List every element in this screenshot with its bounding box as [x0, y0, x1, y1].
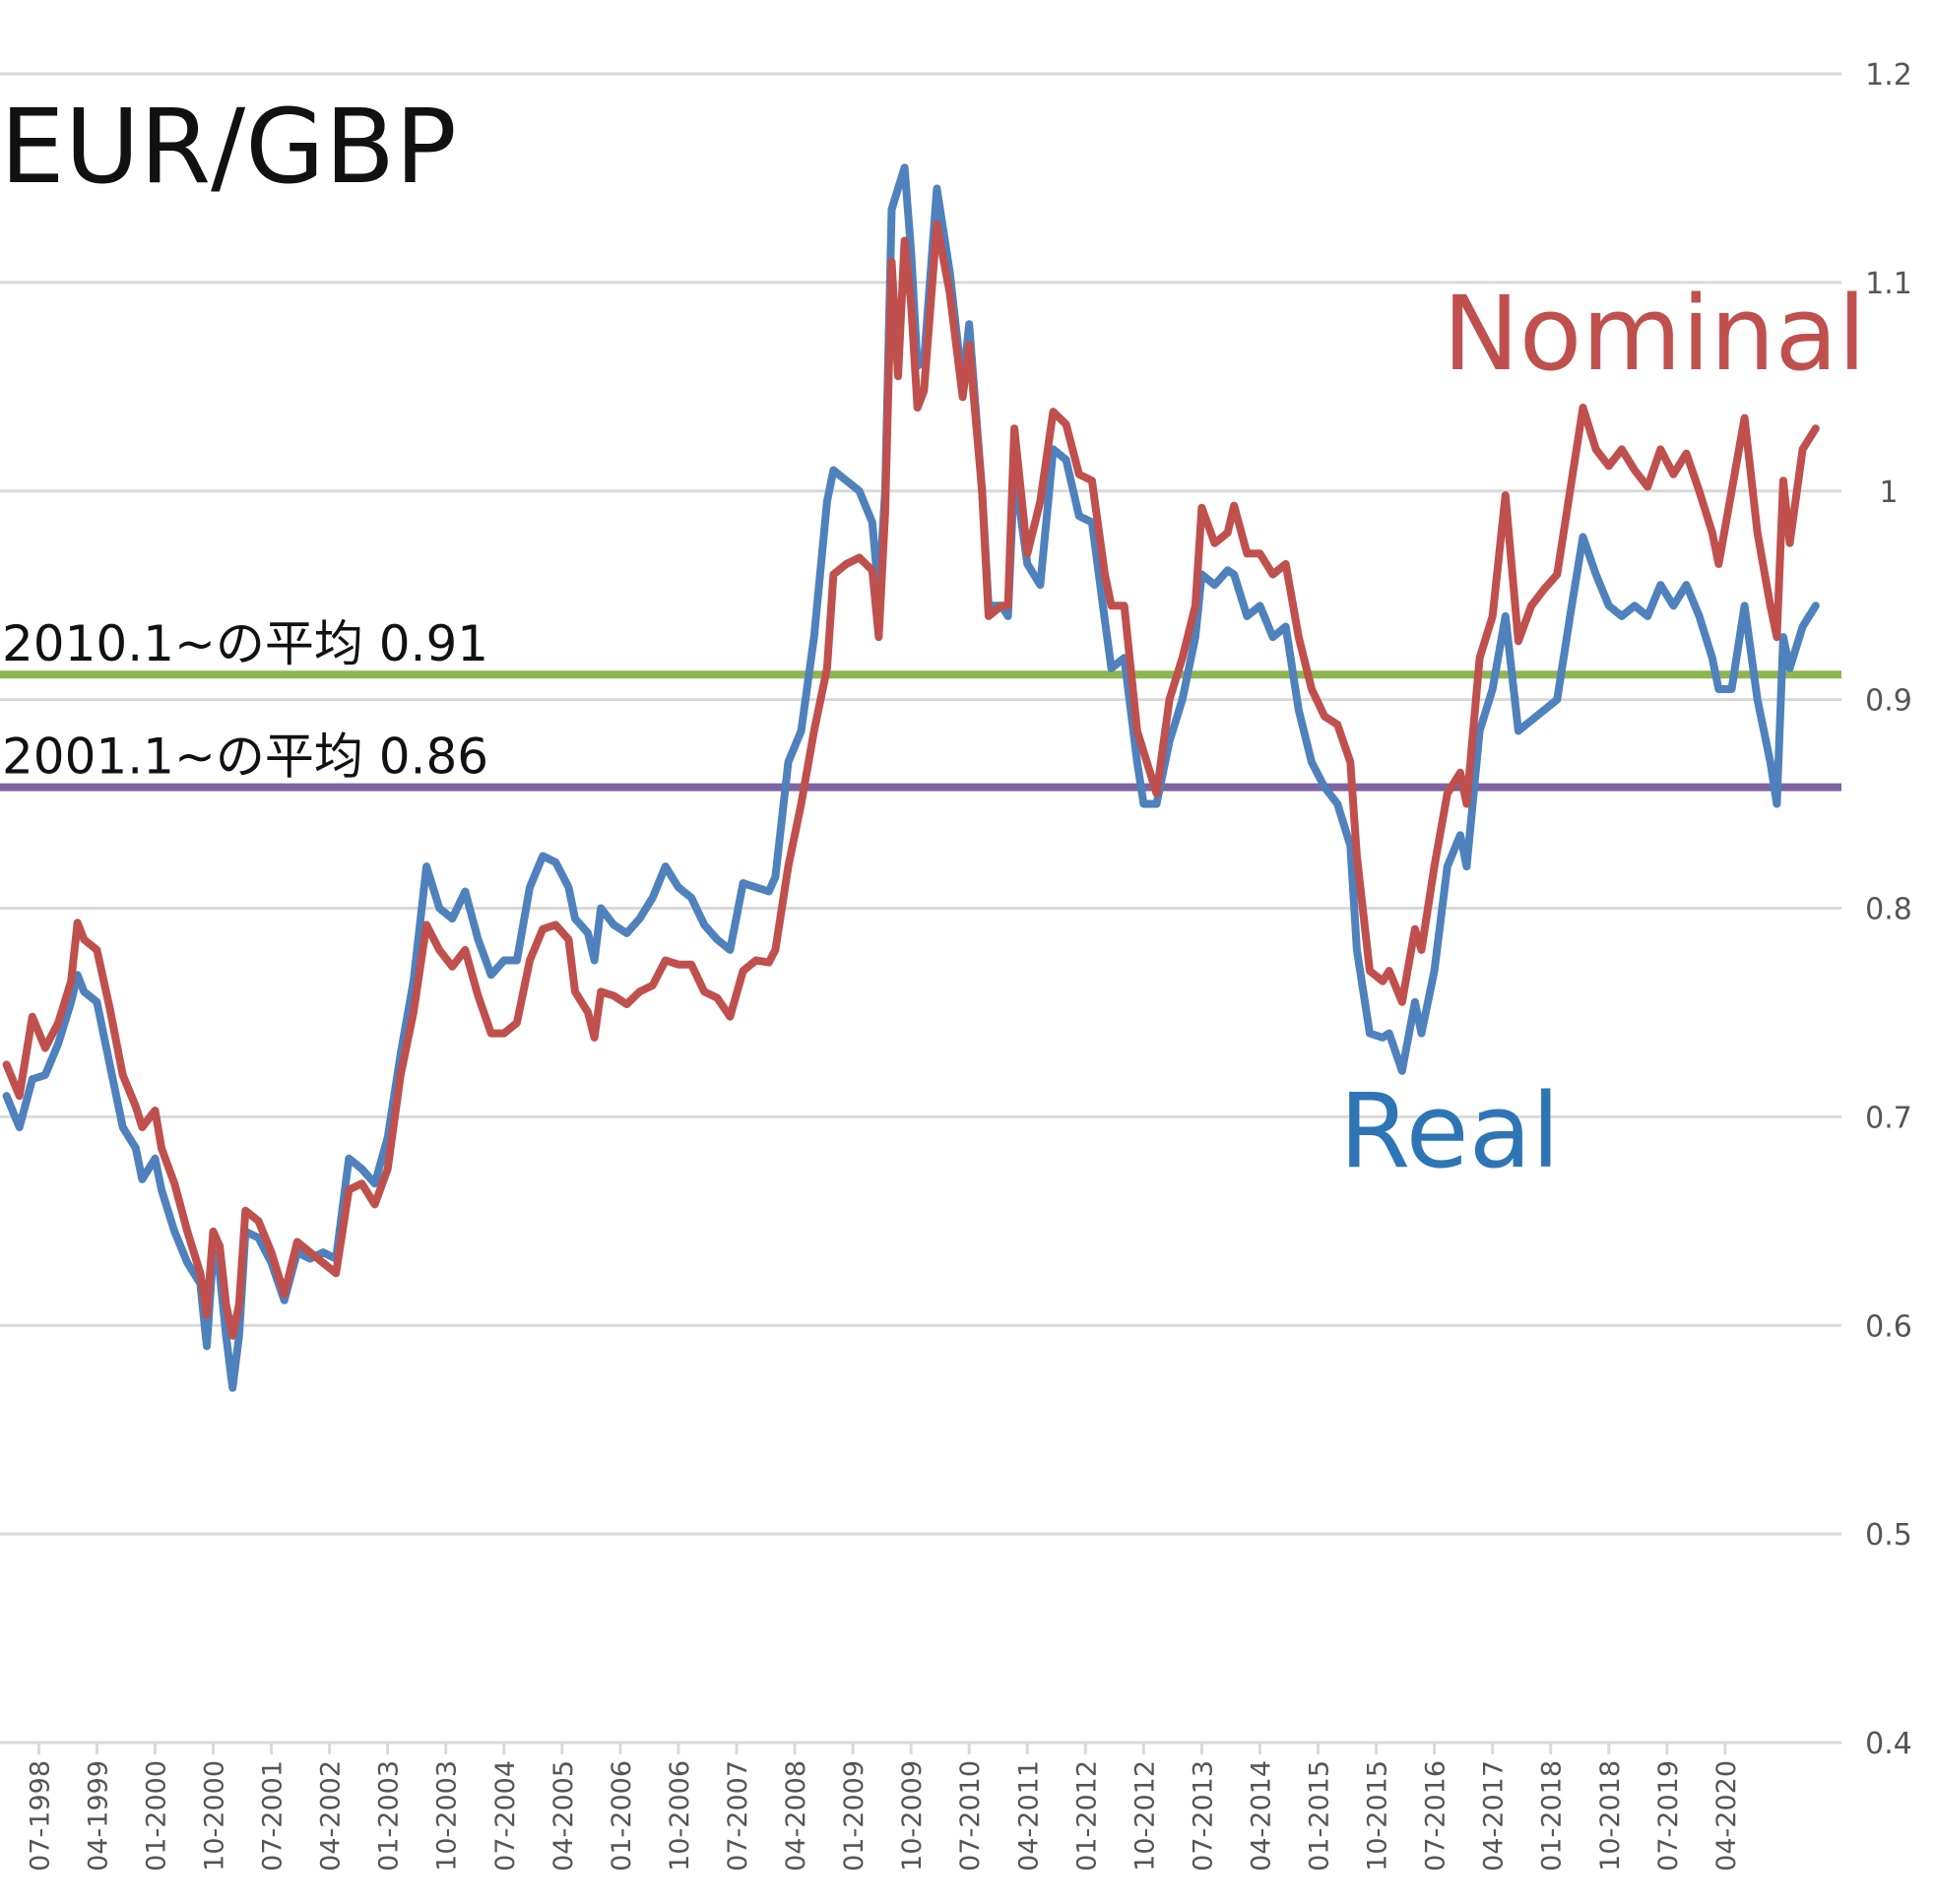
x-tick-label: 07-2013: [1188, 1760, 1218, 1872]
x-tick-label: 01-2018: [1537, 1760, 1568, 1872]
reference-line-label: 2010.1~の平均 0.91: [2, 615, 488, 672]
gridlines: [0, 72, 1841, 1745]
x-tick-label: 10-2012: [1129, 1760, 1160, 1872]
y-tick-label: 0.8: [1865, 893, 1912, 927]
x-tick-label: 07-2010: [955, 1760, 986, 1872]
y-tick-label: 1.2: [1865, 58, 1912, 93]
x-tick-label: 01-2006: [607, 1760, 637, 1872]
y-tick-label: 0.4: [1865, 1727, 1912, 1761]
x-tick-label: 10-2003: [432, 1760, 463, 1872]
reference-line-label: 2001.1~の平均 0.86: [2, 729, 488, 786]
x-tick-label: 01-2000: [141, 1760, 171, 1872]
chart-title: EUR/GBP: [0, 87, 457, 207]
x-tick-label: 01-2015: [1305, 1760, 1335, 1872]
x-tick-label: 04-2020: [1711, 1760, 1742, 1872]
x-tick-label: 04-2011: [1013, 1760, 1044, 1872]
x-tick-label: 07-2007: [723, 1760, 753, 1872]
x-tick-label: 10-2018: [1595, 1760, 1626, 1872]
y-tick-label: 1.1: [1865, 267, 1912, 301]
x-tick-label: 07-2001: [258, 1760, 289, 1872]
y-axis-ticks: 0.4 0.5 0.6 0.7 0.8 0.9 1 1.1 1.2: [1865, 58, 1912, 1761]
x-tick-label: 10-2015: [1363, 1760, 1393, 1872]
y-tick-label: 0.6: [1865, 1309, 1912, 1344]
x-axis-ticks: 07-1998 04-1999 01-2000 10-2000 07-2001 04-20…: [25, 1743, 1742, 1872]
x-tick-label: 10-2006: [665, 1760, 695, 1872]
x-tick-label: 04-2014: [1246, 1760, 1276, 1872]
x-tick-label: 04-1999: [83, 1760, 113, 1872]
y-tick-label: 0.5: [1865, 1518, 1912, 1553]
x-tick-label: 07-2019: [1653, 1760, 1684, 1872]
series-label-nominal: Nominal: [1443, 274, 1866, 394]
x-tick-label: 04-2005: [548, 1760, 579, 1872]
reference-lines: 2010.1~の平均 0.91 2001.1~の平均 0.86: [0, 615, 1841, 792]
series-label-real: Real: [1339, 1071, 1560, 1191]
x-tick-label: 07-2016: [1421, 1760, 1451, 1872]
series-line-nominal: [2, 220, 1820, 1340]
series-annotations: Nominal Real: [1339, 274, 1866, 1191]
y-tick-label: 0.7: [1865, 1101, 1912, 1135]
x-tick-label: 10-2000: [200, 1760, 230, 1872]
x-tick-label: 01-2003: [374, 1760, 405, 1872]
y-tick-label: 1: [1879, 476, 1898, 510]
x-tick-label: 01-2009: [839, 1760, 870, 1872]
y-tick-label: 0.9: [1865, 684, 1912, 719]
x-tick-label: 04-2017: [1479, 1760, 1510, 1872]
x-tick-label: 04-2002: [316, 1760, 347, 1872]
x-tick-label: 07-1998: [25, 1760, 55, 1872]
x-tick-label: 01-2012: [1071, 1760, 1102, 1872]
x-tick-label: 04-2008: [781, 1760, 811, 1872]
x-tick-label: 07-2004: [490, 1760, 521, 1872]
series-lines: [2, 163, 1820, 1392]
x-tick-label: 10-2009: [897, 1760, 928, 1872]
